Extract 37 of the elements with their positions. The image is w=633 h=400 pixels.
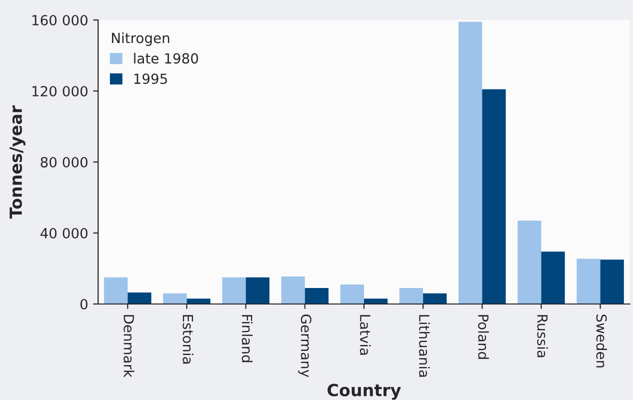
bar — [304, 288, 329, 304]
bar — [458, 22, 482, 304]
x-tick-label: Poland — [478, 315, 489, 359]
y-axis-title: Tonnes/year — [10, 105, 26, 219]
x-tick-label: Russia — [537, 315, 548, 358]
bar — [482, 89, 506, 304]
legend-title: Nitrogen — [112, 32, 170, 46]
bar — [541, 252, 565, 304]
bar — [163, 293, 187, 304]
legend-label: 1995 — [134, 74, 167, 84]
x-tick-label: Germany — [298, 314, 312, 378]
y-tick-label: 80 000 — [40, 156, 88, 168]
y-tick-label: 40 000 — [40, 228, 88, 238]
bar — [246, 277, 270, 304]
x-tick-label: Denmark — [124, 315, 134, 378]
y-tick-label: 0 — [80, 298, 88, 310]
y-tick-label: 120 000 — [32, 86, 88, 96]
bar — [186, 298, 210, 304]
bar — [128, 292, 152, 304]
y-tick-label: 160 000 — [32, 14, 88, 26]
x-tick-label: Estonia — [182, 315, 194, 364]
bar — [423, 293, 447, 304]
bar — [518, 220, 542, 304]
bar — [600, 260, 624, 304]
bar — [281, 276, 305, 304]
x-tick-label: Sweden — [596, 314, 608, 368]
x-tick-label: Latvia — [360, 315, 371, 355]
bar — [104, 277, 128, 304]
bar — [399, 288, 424, 304]
bar — [222, 277, 246, 304]
bar — [364, 298, 388, 304]
x-tick-label: Lithuania — [419, 315, 430, 377]
x-tick-label: Finland — [242, 315, 253, 362]
x-axis-title: Country — [328, 384, 401, 400]
legend-label: late 1980 — [134, 52, 198, 64]
bar — [340, 284, 364, 304]
bar — [576, 258, 600, 304]
